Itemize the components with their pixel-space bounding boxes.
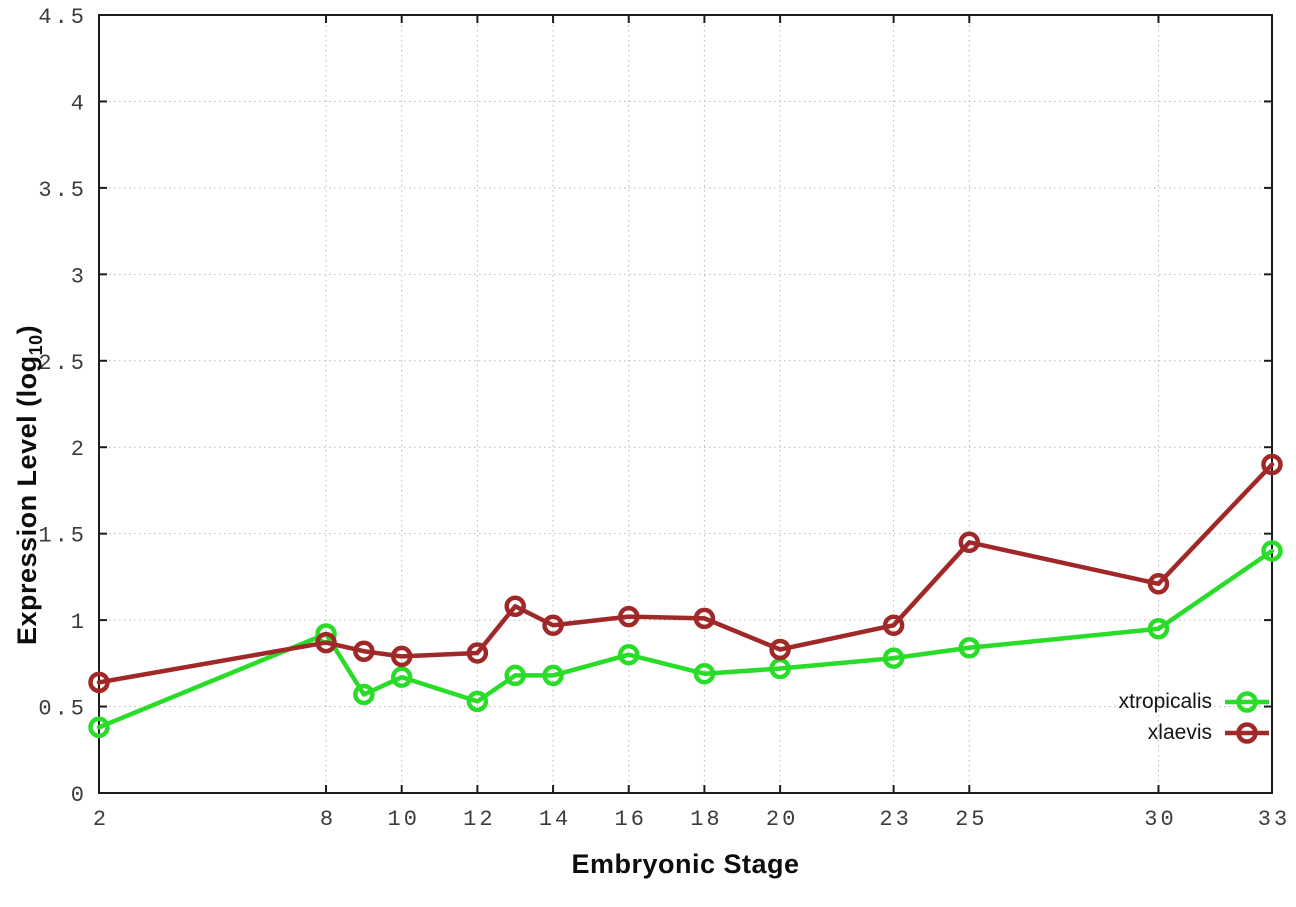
data-point-marker (882, 614, 905, 637)
x-axis-label: Embryonic Stage (571, 849, 800, 879)
x-tick-label: 33 (1258, 807, 1290, 832)
y-tick-label: 4 (71, 91, 87, 116)
data-point-marker (882, 647, 905, 669)
data-point-marker (769, 638, 791, 661)
y-tick-label: 1 (71, 610, 87, 635)
data-point-marker (542, 614, 564, 637)
y-tick-label: 0.5 (38, 697, 87, 722)
data-point-marker (617, 605, 640, 628)
data-point-marker (88, 716, 110, 739)
data-point-marker (958, 637, 981, 659)
x-tick-label: 12 (463, 807, 495, 832)
legend-marker-xtropicalis (1225, 690, 1269, 713)
x-tick-label: 14 (539, 807, 571, 832)
y-tick-label: 2.5 (38, 351, 87, 376)
data-point-marker (504, 664, 526, 687)
tick-marks (98, 14, 1273, 794)
x-tick-label: 25 (955, 807, 987, 832)
legend: xtropicalis xlaevis (1119, 687, 1270, 747)
data-point-marker (1147, 573, 1170, 595)
x-tick-label: 20 (766, 807, 798, 832)
series-xlaevis (88, 453, 1283, 694)
data-point-marker (1261, 540, 1283, 562)
legend-item-xlaevis: xlaevis (1119, 718, 1270, 747)
y-tick-label: 3.5 (38, 178, 87, 203)
data-point-marker (958, 531, 981, 554)
data-point-marker (693, 662, 716, 685)
data-point-marker (390, 666, 413, 688)
x-tick-label: 30 (1144, 807, 1176, 832)
y-tick-label: 2 (71, 437, 87, 462)
x-tick-label: 23 (879, 807, 911, 832)
data-point-marker (1261, 453, 1283, 476)
data-point-marker (693, 607, 716, 630)
y-tick-label: 4.5 (38, 5, 87, 30)
y-axis-label-text: Expression Level (log (12, 355, 42, 645)
legend-label-xtropicalis: xtropicalis (1118, 690, 1212, 713)
data-point-marker (88, 671, 110, 694)
data-point-marker (466, 642, 489, 664)
legend-marker-xlaevis (1225, 721, 1269, 744)
y-tick-label: 0 (71, 783, 87, 808)
data-point-marker (315, 631, 337, 654)
legend-label-xlaevis: xlaevis (1147, 721, 1212, 744)
series-line-xtropicalis (96, 548, 1275, 730)
series-line-xlaevis (96, 462, 1275, 685)
data-point-marker (466, 690, 489, 713)
x-tick-label: 16 (615, 807, 647, 832)
x-tick-label: 2 (93, 807, 109, 832)
series-xtropicalis (88, 540, 1283, 739)
x-tick-label: 18 (690, 807, 722, 832)
y-tick-label: 1.5 (38, 524, 87, 549)
y-axis-label-close: ) (12, 324, 42, 335)
plot-border (98, 14, 1273, 794)
tick-labels: 2 8 10 12 14 16 18 20 23 25 30 33 0 0.5 1 1.5 2 2.5 3 3.5 4 4… (38, 5, 1290, 832)
x-tick-label: 8 (320, 807, 336, 832)
data-point-marker (390, 645, 413, 668)
data-point-marker (353, 640, 375, 662)
y-axis-label-subscript: 10 (26, 334, 46, 356)
data-point-marker (504, 595, 526, 618)
y-axis-label: Expression Level (log10) (12, 325, 47, 645)
data-point-marker (1147, 618, 1170, 640)
y-tick-label: 3 (71, 264, 87, 289)
data-point-marker (542, 664, 564, 687)
data-point-marker (353, 683, 375, 706)
x-tick-label: 10 (388, 807, 420, 832)
data-point-marker (617, 643, 640, 666)
gridlines (99, 15, 1272, 793)
legend-item-xtropicalis: xtropicalis (1119, 687, 1270, 716)
